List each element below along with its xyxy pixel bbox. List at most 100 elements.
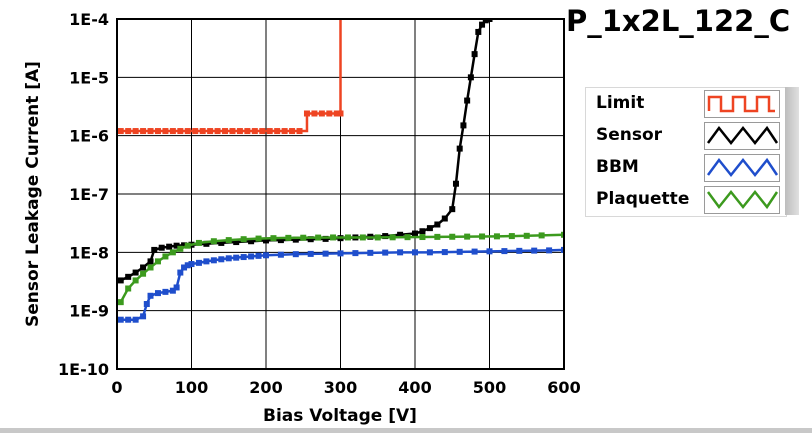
data-point-plaquette xyxy=(162,253,169,260)
data-point-limit xyxy=(281,128,288,135)
data-point-plaquette xyxy=(538,232,545,239)
data-point-plaquette xyxy=(125,285,132,292)
data-point-limit xyxy=(296,128,303,135)
data-point-limit xyxy=(289,128,296,135)
legend-item-limit: Limit xyxy=(586,88,786,120)
data-point-plaquette xyxy=(117,299,124,306)
data-point-limit xyxy=(132,128,139,135)
data-point-sensor xyxy=(479,21,486,28)
data-point-bbm xyxy=(292,251,299,258)
data-point-plaquette xyxy=(479,233,486,240)
swatch-bbm-icon xyxy=(706,157,779,178)
data-point-plaquette xyxy=(140,270,147,277)
data-point-limit xyxy=(125,128,132,135)
data-point-bbm xyxy=(248,253,255,260)
bottom-edge xyxy=(0,428,812,433)
data-point-plaquette xyxy=(330,234,337,241)
y-tick-label: 1E-9 xyxy=(69,302,109,321)
y-tick-label: 1E-6 xyxy=(69,127,109,146)
data-point-sensor xyxy=(434,221,441,228)
data-point-plaquette xyxy=(493,233,500,240)
data-point-sensor xyxy=(292,236,299,243)
data-point-limit xyxy=(154,128,161,135)
data-point-sensor xyxy=(382,233,389,240)
y-axis-title: Sensor Leakage Current [A] xyxy=(23,61,43,327)
data-point-limit xyxy=(318,110,325,117)
legend-label: Plaquette xyxy=(596,189,690,209)
data-point-limit xyxy=(140,128,147,135)
data-point-sensor xyxy=(248,238,255,245)
data-point-plaquette xyxy=(419,234,426,241)
legend-item-plaquette: Plaquette xyxy=(586,184,786,216)
data-point-bbm xyxy=(426,249,433,256)
data-point-limit xyxy=(251,128,258,135)
data-point-sensor xyxy=(456,145,463,152)
data-point-plaquette xyxy=(300,234,307,241)
data-point-plaquette xyxy=(154,258,161,265)
data-point-bbm xyxy=(546,247,553,254)
data-point-limit xyxy=(184,128,191,135)
data-point-bbm xyxy=(125,316,132,323)
x-tick-label: 500 xyxy=(473,378,506,397)
legend-swatch-bbm xyxy=(704,154,780,182)
series-bbm xyxy=(117,246,564,323)
series-limit xyxy=(117,19,344,135)
data-point-bbm xyxy=(412,249,418,256)
data-point-limit xyxy=(236,128,243,135)
data-point-plaquette xyxy=(147,264,154,271)
data-point-bbm xyxy=(169,287,176,294)
data-point-limit xyxy=(207,128,214,135)
data-point-bbm xyxy=(441,249,448,256)
data-point-bbm xyxy=(210,257,217,264)
data-point-sensor xyxy=(140,264,147,271)
legend: Limit Sensor BBM Plaque xyxy=(585,87,787,217)
data-point-plaquette xyxy=(404,234,411,241)
data-point-bbm xyxy=(352,250,359,257)
legend-label: Sensor xyxy=(596,125,663,145)
data-point-bbm xyxy=(456,248,463,255)
data-point-bbm xyxy=(561,246,564,253)
data-point-bbm xyxy=(117,316,124,323)
data-point-limit xyxy=(259,128,266,135)
data-point-sensor xyxy=(203,240,210,247)
data-point-plaquette xyxy=(132,277,139,284)
data-point-bbm xyxy=(277,251,284,258)
x-tick-label: 400 xyxy=(398,378,431,397)
data-point-sensor xyxy=(218,239,225,246)
data-point-sensor xyxy=(263,237,269,244)
data-point-bbm xyxy=(184,262,191,269)
data-point-bbm xyxy=(255,252,262,259)
data-point-bbm xyxy=(486,248,493,255)
data-point-limit xyxy=(229,128,236,135)
data-point-limit xyxy=(199,128,206,135)
series-plaquette xyxy=(117,231,564,306)
data-point-bbm xyxy=(203,258,210,265)
data-point-limit xyxy=(337,110,344,117)
data-point-bbm xyxy=(307,250,314,257)
data-point-bbm xyxy=(177,269,184,276)
data-point-bbm xyxy=(397,249,404,256)
data-point-bbm xyxy=(233,254,240,261)
x-tick-label: 200 xyxy=(249,378,282,397)
x-axis-title: Bias Voltage [V] xyxy=(263,406,417,426)
plot-border xyxy=(116,18,565,370)
legend-label: Limit xyxy=(596,93,645,113)
data-point-plaquette xyxy=(464,233,471,240)
data-point-plaquette xyxy=(225,237,232,244)
data-point-plaquette xyxy=(210,238,217,245)
data-point-plaquette xyxy=(374,234,381,241)
data-point-bbm xyxy=(263,252,269,259)
data-point-bbm xyxy=(188,261,195,268)
data-point-plaquette xyxy=(177,245,184,252)
data-point-sensor xyxy=(412,230,418,237)
data-point-sensor xyxy=(475,28,482,35)
y-tick-label: 1E-4 xyxy=(69,10,109,29)
data-point-plaquette xyxy=(169,249,176,256)
data-point-sensor xyxy=(158,244,165,251)
data-point-bbm xyxy=(225,255,232,262)
legend-label: BBM xyxy=(596,157,639,177)
data-point-plaquette xyxy=(449,233,456,240)
data-point-bbm xyxy=(367,249,374,256)
data-point-plaquette xyxy=(315,234,322,241)
data-point-sensor xyxy=(125,273,132,280)
